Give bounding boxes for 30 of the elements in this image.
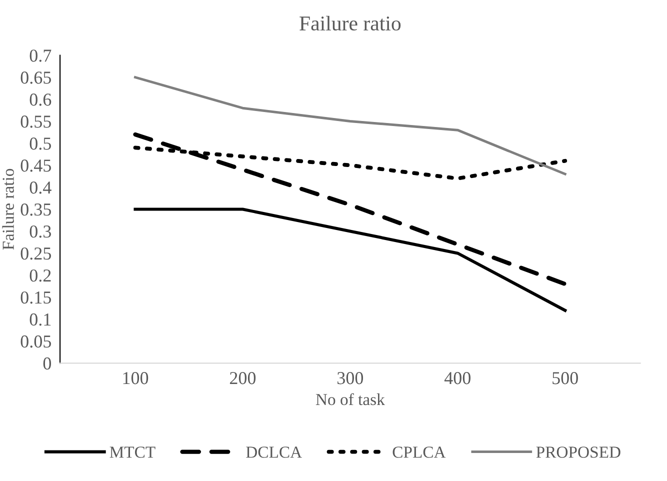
y-tick-label: 0.65	[20, 72, 51, 84]
x-tick-label: 100	[123, 372, 148, 384]
y-tick-label: 0.7	[30, 50, 52, 62]
legend-label: DCLCA	[246, 446, 302, 458]
chart-title: Failure ratio	[300, 16, 401, 31]
x-tick-label: 300	[337, 372, 364, 384]
y-tick-label: 0.55	[20, 116, 51, 128]
y-axis-title: Failure ratio	[2, 168, 14, 250]
y-tick-label: 0	[43, 357, 52, 370]
x-tick-label: 200	[230, 372, 256, 384]
y-tick-label: 0.3	[30, 225, 51, 238]
y-tick-label: 0.5	[30, 138, 51, 150]
y-tick-label: 0.6	[30, 94, 52, 106]
line-series	[134, 208, 567, 312]
x-tick-label: 500	[552, 372, 578, 384]
y-tick-label: 0.2	[30, 269, 51, 282]
y-tick-label: 0.1	[30, 313, 51, 326]
line-series	[134, 76, 566, 176]
legend-label: CPLCA	[392, 446, 446, 458]
y-tick-label: 0.35	[20, 203, 51, 216]
x-axis-title: No of task	[316, 393, 385, 406]
legend-label: MTCT	[110, 446, 156, 458]
legend-label: PROPOSED	[536, 446, 620, 458]
y-tick-label: 0.45	[20, 160, 51, 172]
y-tick-label: 0.4	[30, 182, 52, 194]
y-tick-label: 0.25	[20, 247, 51, 260]
y-tick-label: 0.05	[20, 335, 51, 348]
y-tick-label: 0.15	[20, 291, 51, 304]
x-tick-label: 400	[444, 372, 470, 384]
line-series	[133, 132, 568, 286]
